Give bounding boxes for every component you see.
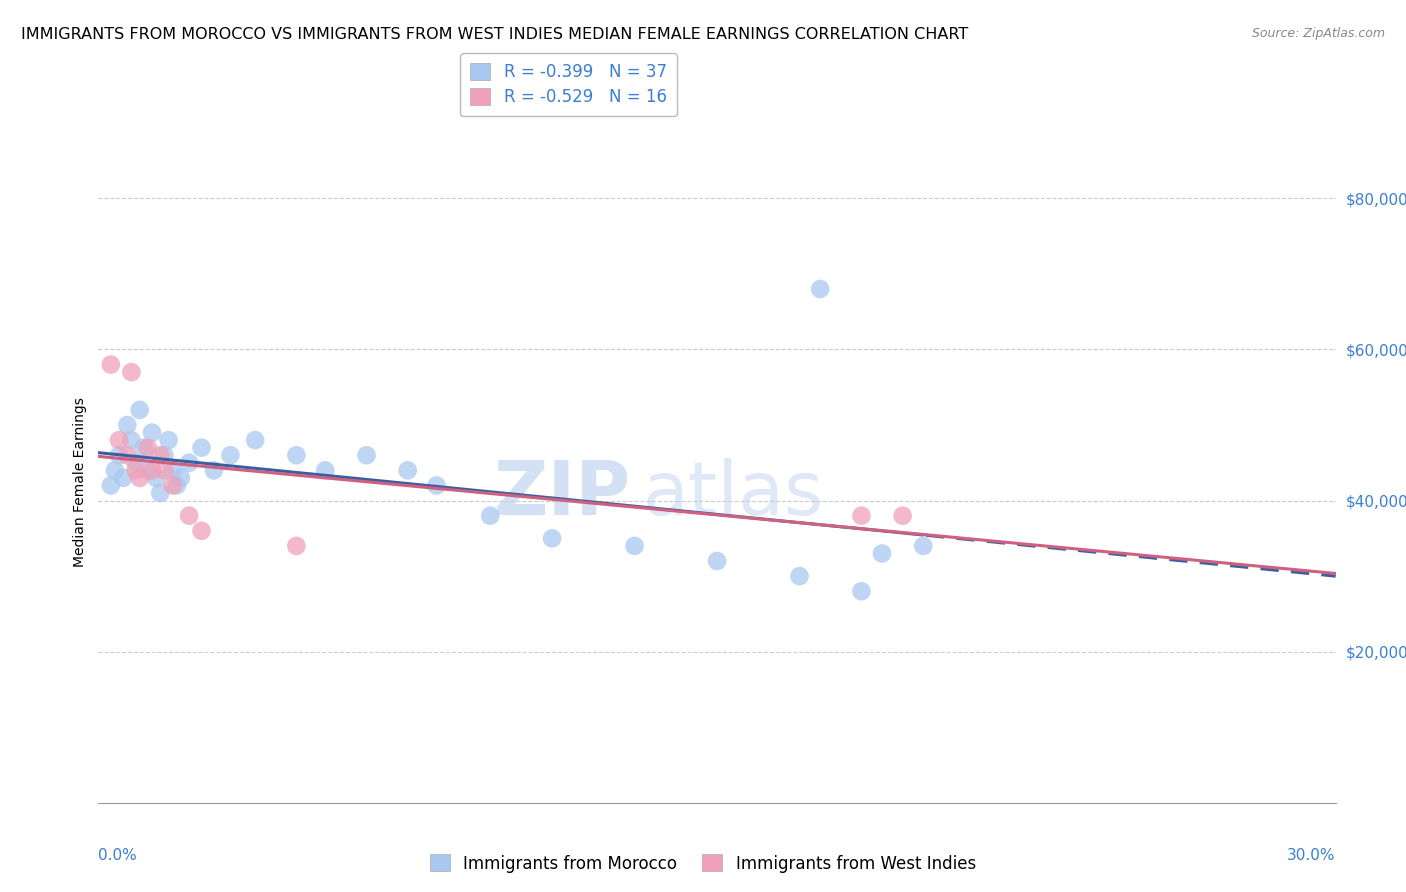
Point <box>145 471 167 485</box>
Point <box>124 463 146 477</box>
Point <box>120 365 142 379</box>
Point <box>179 456 201 470</box>
Point <box>141 425 163 440</box>
Point <box>285 539 308 553</box>
Point <box>202 463 225 477</box>
Point <box>891 508 914 523</box>
Point <box>157 433 180 447</box>
Point <box>124 456 146 470</box>
Point <box>136 441 159 455</box>
Point <box>243 433 266 447</box>
Point <box>179 508 201 523</box>
Point <box>141 463 163 477</box>
Point <box>396 463 419 477</box>
Point <box>912 539 935 553</box>
Point <box>219 448 242 462</box>
Point <box>162 463 184 477</box>
Point <box>314 463 336 477</box>
Y-axis label: Median Female Earnings: Median Female Earnings <box>73 397 87 566</box>
Point <box>153 448 176 462</box>
Point <box>112 471 135 485</box>
Point <box>149 486 172 500</box>
Point <box>426 478 449 492</box>
Point <box>104 463 127 477</box>
Point <box>190 441 212 455</box>
Point <box>128 471 150 485</box>
Point <box>851 508 873 523</box>
Point <box>356 448 378 462</box>
Point <box>117 417 139 432</box>
Text: Source: ZipAtlas.com: Source: ZipAtlas.com <box>1251 27 1385 40</box>
Point <box>162 478 184 492</box>
Legend: R = -0.399   N = 37, R = -0.529   N = 16: R = -0.399 N = 37, R = -0.529 N = 16 <box>460 54 676 116</box>
Legend: Immigrants from Morocco, Immigrants from West Indies: Immigrants from Morocco, Immigrants from… <box>423 847 983 880</box>
Point <box>136 463 159 477</box>
Point <box>808 282 831 296</box>
Point <box>108 433 131 447</box>
Point <box>851 584 873 599</box>
Point <box>479 508 502 523</box>
Point <box>128 403 150 417</box>
Point <box>100 358 122 372</box>
Point <box>190 524 212 538</box>
Point <box>117 448 139 462</box>
Text: 30.0%: 30.0% <box>1288 847 1336 863</box>
Point <box>149 448 172 462</box>
Text: 0.0%: 0.0% <box>98 847 138 863</box>
Point <box>120 433 142 447</box>
Point <box>170 471 193 485</box>
Point <box>789 569 811 583</box>
Point <box>541 532 564 546</box>
Point <box>166 478 188 492</box>
Point <box>623 539 645 553</box>
Point <box>706 554 728 568</box>
Point <box>285 448 308 462</box>
Text: IMMIGRANTS FROM MOROCCO VS IMMIGRANTS FROM WEST INDIES MEDIAN FEMALE EARNINGS CO: IMMIGRANTS FROM MOROCCO VS IMMIGRANTS FR… <box>21 27 969 42</box>
Text: ZIP: ZIP <box>494 458 630 531</box>
Point <box>100 478 122 492</box>
Point <box>153 463 176 477</box>
Point <box>132 441 155 455</box>
Point <box>870 546 893 560</box>
Text: atlas: atlas <box>643 458 824 531</box>
Point <box>108 448 131 462</box>
